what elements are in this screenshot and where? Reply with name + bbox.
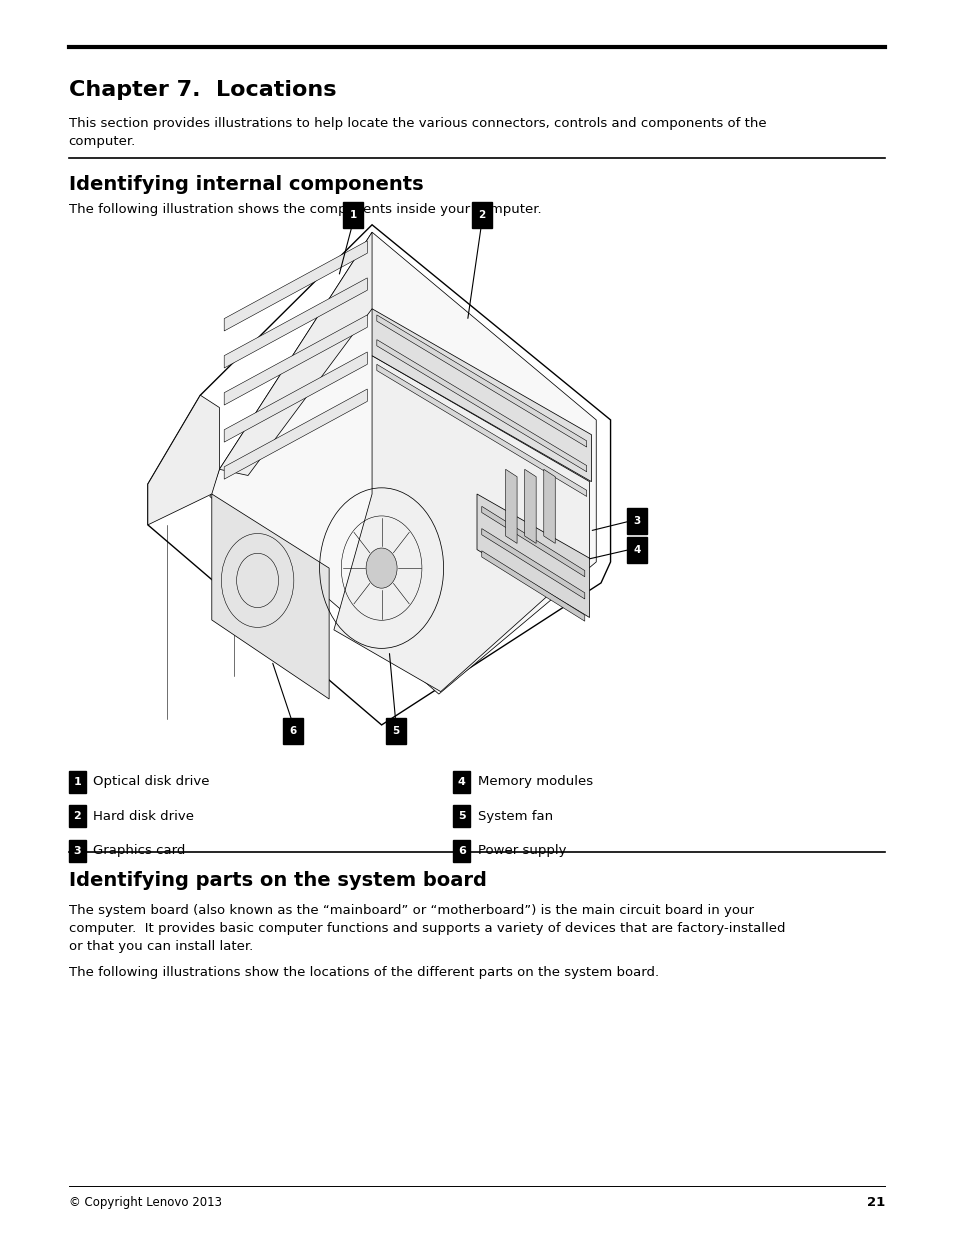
Text: Hard disk drive: Hard disk drive xyxy=(93,810,194,823)
Polygon shape xyxy=(224,389,367,479)
Polygon shape xyxy=(481,506,584,577)
Text: 1: 1 xyxy=(349,210,356,220)
Polygon shape xyxy=(376,315,586,447)
Polygon shape xyxy=(376,364,586,496)
Text: 5: 5 xyxy=(457,811,465,821)
Text: Identifying parts on the system board: Identifying parts on the system board xyxy=(69,871,486,889)
Text: 2: 2 xyxy=(73,811,81,821)
Polygon shape xyxy=(212,494,329,699)
Text: Optical disk drive: Optical disk drive xyxy=(93,776,210,788)
FancyBboxPatch shape xyxy=(69,840,86,862)
FancyBboxPatch shape xyxy=(627,536,646,562)
Polygon shape xyxy=(524,469,536,543)
Polygon shape xyxy=(376,340,586,472)
Polygon shape xyxy=(219,232,372,475)
Text: Graphics card: Graphics card xyxy=(93,845,186,857)
FancyBboxPatch shape xyxy=(453,805,470,827)
FancyBboxPatch shape xyxy=(471,201,492,227)
Text: System fan: System fan xyxy=(477,810,553,823)
Polygon shape xyxy=(224,278,367,368)
Polygon shape xyxy=(481,551,584,621)
FancyBboxPatch shape xyxy=(385,719,406,743)
FancyBboxPatch shape xyxy=(453,840,470,862)
Text: 4: 4 xyxy=(457,777,465,787)
Text: Identifying internal components: Identifying internal components xyxy=(69,175,423,194)
Text: 6: 6 xyxy=(457,846,465,856)
FancyBboxPatch shape xyxy=(282,719,303,743)
Text: The system board (also known as the “mainboard” or “motherboard”) is the main ci: The system board (also known as the “mai… xyxy=(69,904,784,953)
Text: 1: 1 xyxy=(73,777,81,787)
Text: The following illustration shows the components inside your computer.: The following illustration shows the com… xyxy=(69,203,540,216)
Text: 5: 5 xyxy=(392,726,399,736)
Polygon shape xyxy=(148,395,219,525)
FancyBboxPatch shape xyxy=(453,771,470,793)
Text: This section provides illustrations to help locate the various connectors, contr: This section provides illustrations to h… xyxy=(69,117,765,148)
Polygon shape xyxy=(334,356,589,692)
Text: The following illustrations show the locations of the different parts on the sys: The following illustrations show the loc… xyxy=(69,966,659,979)
Polygon shape xyxy=(210,232,596,694)
Text: 6: 6 xyxy=(289,726,296,736)
Text: 3: 3 xyxy=(633,516,640,526)
Text: 4: 4 xyxy=(633,545,640,555)
FancyBboxPatch shape xyxy=(627,509,646,535)
Circle shape xyxy=(366,548,396,588)
Polygon shape xyxy=(543,469,555,543)
Polygon shape xyxy=(505,469,517,543)
Text: Power supply: Power supply xyxy=(477,845,566,857)
Polygon shape xyxy=(476,494,589,618)
Polygon shape xyxy=(224,315,367,405)
Text: © Copyright Lenovo 2013: © Copyright Lenovo 2013 xyxy=(69,1197,221,1209)
Polygon shape xyxy=(372,309,591,482)
Text: Memory modules: Memory modules xyxy=(477,776,593,788)
Text: 3: 3 xyxy=(73,846,81,856)
FancyBboxPatch shape xyxy=(69,771,86,793)
Polygon shape xyxy=(224,241,367,331)
Polygon shape xyxy=(224,352,367,442)
FancyBboxPatch shape xyxy=(69,805,86,827)
Text: Chapter 7.  Locations: Chapter 7. Locations xyxy=(69,80,335,100)
Text: 2: 2 xyxy=(477,210,485,220)
FancyBboxPatch shape xyxy=(343,201,362,227)
Polygon shape xyxy=(481,529,584,599)
Text: 21: 21 xyxy=(866,1197,884,1209)
Polygon shape xyxy=(148,225,610,725)
